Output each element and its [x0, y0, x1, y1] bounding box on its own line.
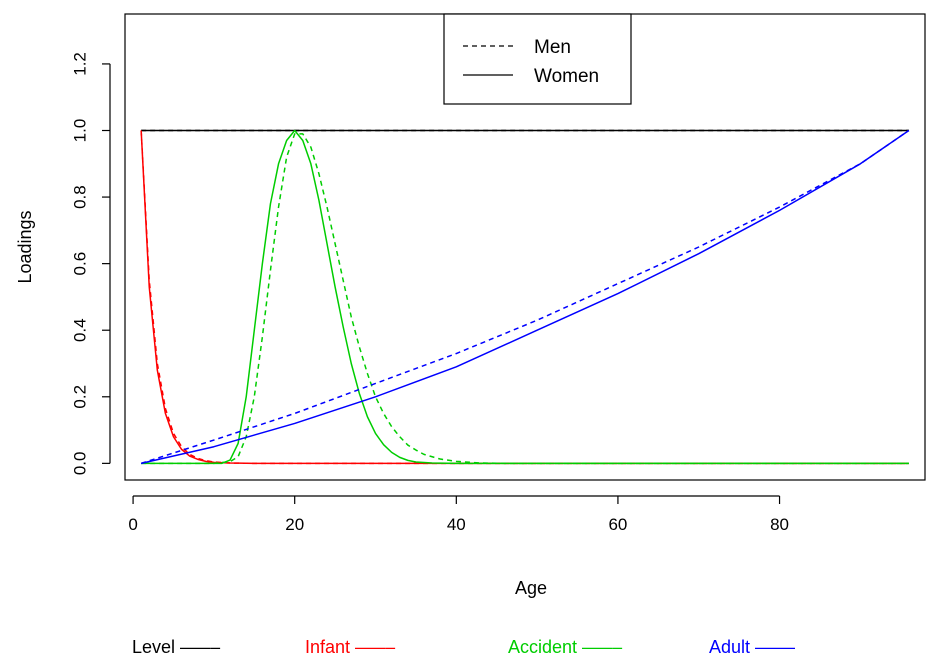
- x-axis-title: Age: [515, 578, 547, 598]
- x-tick-label: 0: [128, 515, 137, 534]
- series-accident-men: [141, 133, 909, 465]
- y-tick-label: 0.6: [71, 252, 90, 276]
- series-accident-women: [141, 129, 909, 465]
- y-tick-label: 0.0: [71, 452, 90, 476]
- y-tick-label: 1.0: [71, 119, 90, 143]
- color-key: Level –––– Infant –––– Accident –––– Adu…: [132, 637, 795, 657]
- y-tick-label: 0.4: [71, 318, 90, 342]
- color-key-accident: Accident ––––: [508, 637, 622, 657]
- y-axis-title: Loadings: [15, 210, 35, 283]
- x-tick-label: 20: [285, 515, 304, 534]
- y-tick-label: 0.2: [71, 385, 90, 409]
- x-tick-label: 80: [770, 515, 789, 534]
- legend: Men Women: [443, 13, 632, 105]
- x-axis: 0 20 40 60 80: [128, 495, 789, 534]
- color-key-adult: Adult ––––: [709, 637, 795, 657]
- series-adult-women: [140, 129, 910, 465]
- y-axis: 0.0 0.2 0.4 0.6 0.8 1.0 1.2: [71, 52, 111, 475]
- series-adult-men: [140, 129, 910, 465]
- series-infant-women: [140, 130, 909, 465]
- series-infant-men: [140, 130, 909, 465]
- color-key-level: Level ––––: [132, 637, 220, 657]
- color-key-infant: Infant ––––: [305, 637, 395, 657]
- x-tick-label: 40: [447, 515, 466, 534]
- x-tick-label: 60: [608, 515, 627, 534]
- legend-box: [443, 13, 632, 105]
- legend-women-label: Women: [534, 66, 599, 87]
- y-tick-label: 0.8: [71, 185, 90, 209]
- legend-men-label: Men: [534, 37, 571, 58]
- series-layer: [140, 129, 910, 465]
- y-tick-label: 1.2: [71, 52, 90, 76]
